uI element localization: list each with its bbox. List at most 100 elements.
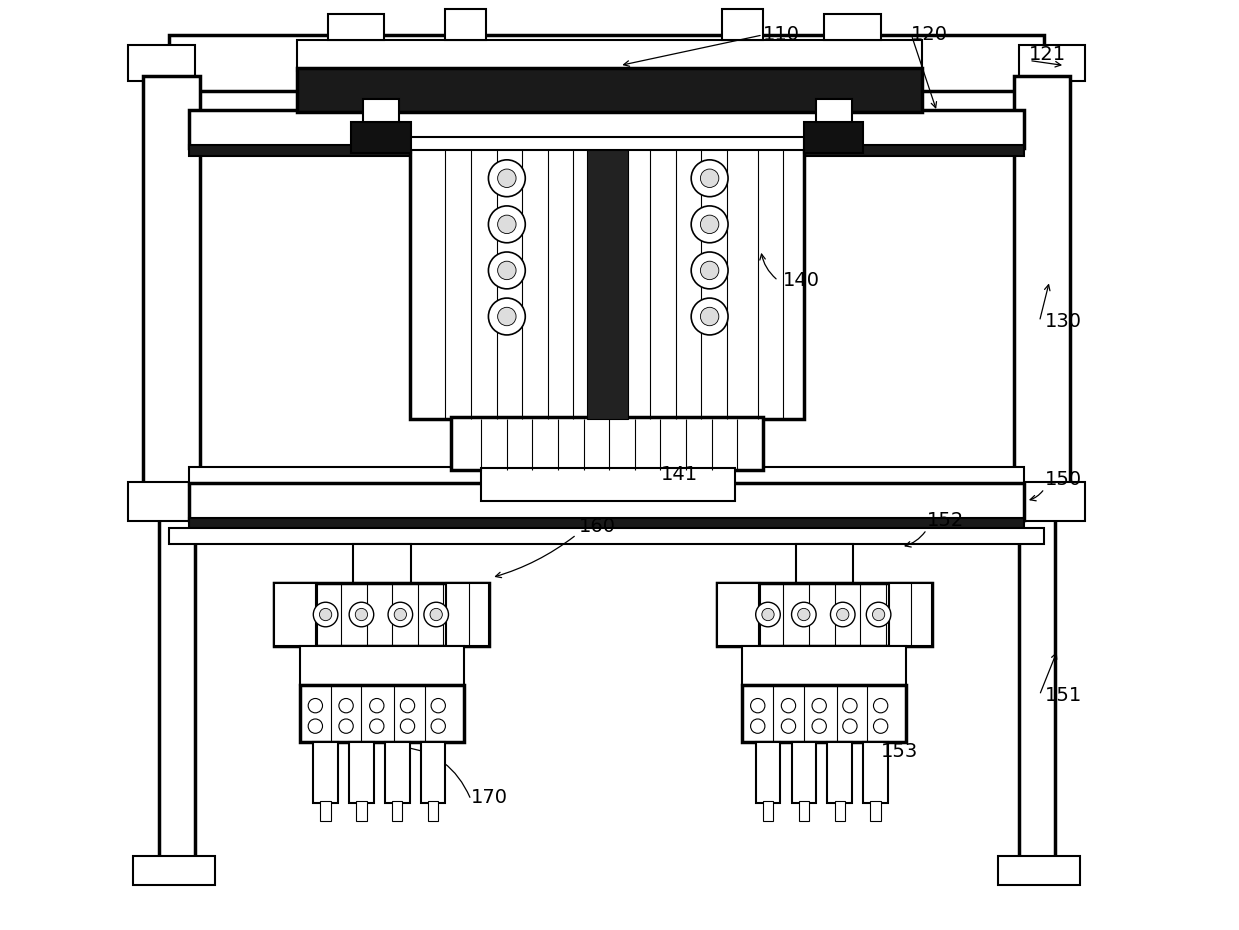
Circle shape <box>320 608 332 620</box>
Circle shape <box>691 252 729 289</box>
Text: 170: 170 <box>471 788 508 807</box>
Text: 153: 153 <box>881 742 918 761</box>
Text: 140: 140 <box>783 272 820 290</box>
Text: 130: 130 <box>1044 312 1082 331</box>
Text: 110: 110 <box>763 25 800 45</box>
Circle shape <box>782 719 795 734</box>
Circle shape <box>812 719 826 734</box>
Bar <box>410 138 804 150</box>
Bar <box>888 583 932 646</box>
Circle shape <box>488 252 525 289</box>
Circle shape <box>700 169 719 188</box>
Bar <box>385 741 410 803</box>
Bar <box>297 68 922 112</box>
Bar <box>128 483 195 522</box>
Circle shape <box>498 307 517 326</box>
Bar <box>327 14 384 40</box>
Bar <box>446 583 489 646</box>
Circle shape <box>309 719 322 734</box>
Circle shape <box>762 608 774 620</box>
Bar <box>864 741 888 803</box>
Bar <box>349 741 374 803</box>
Bar <box>587 142 628 418</box>
Circle shape <box>498 261 517 280</box>
Bar <box>300 646 463 685</box>
Bar <box>190 484 1023 520</box>
Circle shape <box>798 608 810 620</box>
Bar <box>481 468 735 501</box>
Bar <box>799 801 809 821</box>
Bar <box>817 100 852 122</box>
Circle shape <box>700 261 719 280</box>
Text: 152: 152 <box>927 512 964 530</box>
Bar <box>451 417 763 471</box>
Circle shape <box>400 698 415 712</box>
Bar <box>835 801 845 821</box>
Circle shape <box>309 698 322 712</box>
Circle shape <box>313 603 338 627</box>
Bar <box>1018 485 1054 864</box>
Circle shape <box>691 160 729 196</box>
Text: 120: 120 <box>912 25 948 45</box>
Circle shape <box>431 698 445 712</box>
Circle shape <box>792 603 817 627</box>
Circle shape <box>812 698 826 712</box>
Bar <box>313 741 338 803</box>
Circle shape <box>394 608 406 620</box>
Bar <box>169 35 1044 91</box>
Bar <box>190 467 1023 485</box>
Bar <box>190 518 1023 530</box>
Circle shape <box>498 215 517 233</box>
Bar <box>756 741 781 803</box>
Bar <box>321 801 331 821</box>
Bar <box>190 145 1023 155</box>
Circle shape <box>700 307 719 326</box>
Bar <box>742 685 906 741</box>
Circle shape <box>873 698 888 712</box>
Circle shape <box>388 603 413 627</box>
Circle shape <box>872 608 885 620</box>
Bar <box>828 741 852 803</box>
Circle shape <box>431 719 445 734</box>
Circle shape <box>400 719 415 734</box>
Bar <box>722 9 763 40</box>
Text: 151: 151 <box>1044 686 1082 705</box>
Bar <box>871 801 881 821</box>
Circle shape <box>349 603 374 627</box>
Bar <box>144 76 199 501</box>
Bar <box>190 110 1023 148</box>
Circle shape <box>873 719 888 734</box>
Bar <box>763 801 773 821</box>
Bar <box>427 801 439 821</box>
Circle shape <box>751 698 764 712</box>
Bar <box>717 583 932 646</box>
Circle shape <box>424 603 449 627</box>
Bar <box>363 100 399 122</box>
Bar <box>410 142 804 418</box>
Circle shape <box>430 608 442 620</box>
Bar <box>795 544 852 583</box>
Circle shape <box>339 698 353 712</box>
Bar <box>393 801 403 821</box>
Text: 141: 141 <box>660 465 698 485</box>
Bar <box>824 14 881 40</box>
Bar <box>1018 46 1085 81</box>
Circle shape <box>498 169 517 188</box>
Circle shape <box>751 719 764 734</box>
Bar <box>128 46 195 81</box>
Circle shape <box>866 603 891 627</box>
Bar <box>274 583 317 646</box>
Circle shape <box>836 608 849 620</box>
Circle shape <box>691 299 729 335</box>
Bar <box>792 741 817 803</box>
Circle shape <box>782 698 795 712</box>
Bar <box>159 485 195 864</box>
Circle shape <box>488 299 525 335</box>
Text: 121: 121 <box>1030 46 1067 64</box>
Circle shape <box>843 698 857 712</box>
Circle shape <box>830 603 855 627</box>
Text: 160: 160 <box>579 516 616 536</box>
Circle shape <box>756 603 781 627</box>
Bar <box>742 646 906 685</box>
Circle shape <box>356 608 368 620</box>
